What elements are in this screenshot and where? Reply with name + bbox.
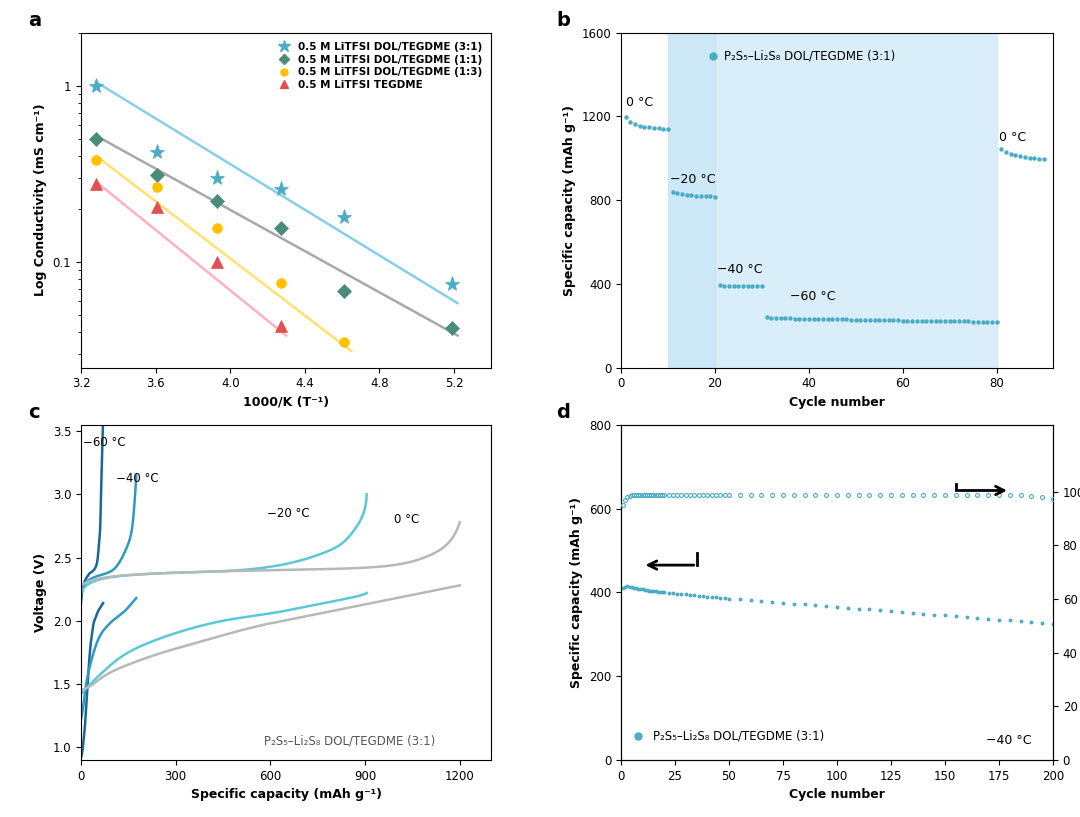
- Legend: 0.5 M LiTFSI DOL/TEGDME (3:1), 0.5 M LiTFSI DOL/TEGDME (1:1), 0.5 M LiTFSI DOL/T: 0.5 M LiTFSI DOL/TEGDME (3:1), 0.5 M LiT…: [270, 38, 486, 94]
- Y-axis label: Log Conductivity (mS cm⁻¹): Log Conductivity (mS cm⁻¹): [35, 104, 48, 297]
- Text: −20 °C: −20 °C: [671, 172, 716, 185]
- Text: 0 °C: 0 °C: [393, 513, 419, 526]
- Text: 0 °C: 0 °C: [625, 96, 652, 109]
- Text: −40 °C: −40 °C: [116, 471, 159, 484]
- Text: −60 °C: −60 °C: [791, 290, 836, 303]
- Text: a: a: [28, 11, 41, 30]
- Text: b: b: [556, 11, 570, 30]
- Y-axis label: Specific capacity (mAh g⁻¹): Specific capacity (mAh g⁻¹): [570, 497, 583, 688]
- Text: P₂S₅–Li₂S₈ DOL/TEGDME (3:1): P₂S₅–Li₂S₈ DOL/TEGDME (3:1): [265, 734, 435, 748]
- Text: c: c: [28, 403, 39, 422]
- Text: P₂S₅–Li₂S₈ DOL/TEGDME (3:1): P₂S₅–Li₂S₈ DOL/TEGDME (3:1): [653, 729, 825, 742]
- Bar: [667, 33, 715, 368]
- Text: −60 °C: −60 °C: [82, 436, 125, 449]
- X-axis label: Cycle number: Cycle number: [789, 788, 885, 801]
- Bar: [715, 33, 997, 368]
- X-axis label: Cycle number: Cycle number: [789, 396, 885, 409]
- Y-axis label: Specific capacity (mAh g⁻¹): Specific capacity (mAh g⁻¹): [563, 105, 576, 296]
- Text: −40 °C: −40 °C: [717, 262, 762, 275]
- Text: P₂S₅–Li₂S₈ DOL/TEGDME (3:1): P₂S₅–Li₂S₈ DOL/TEGDME (3:1): [725, 49, 895, 62]
- Text: −40 °C: −40 °C: [986, 734, 1031, 747]
- X-axis label: 1000/K (T⁻¹): 1000/K (T⁻¹): [243, 396, 329, 409]
- Text: −20 °C: −20 °C: [267, 507, 310, 520]
- X-axis label: Specific capacity (mAh g⁻¹): Specific capacity (mAh g⁻¹): [191, 788, 381, 801]
- Text: d: d: [556, 403, 570, 422]
- Y-axis label: Voltage (V): Voltage (V): [35, 553, 48, 632]
- Text: 0 °C: 0 °C: [999, 131, 1026, 144]
